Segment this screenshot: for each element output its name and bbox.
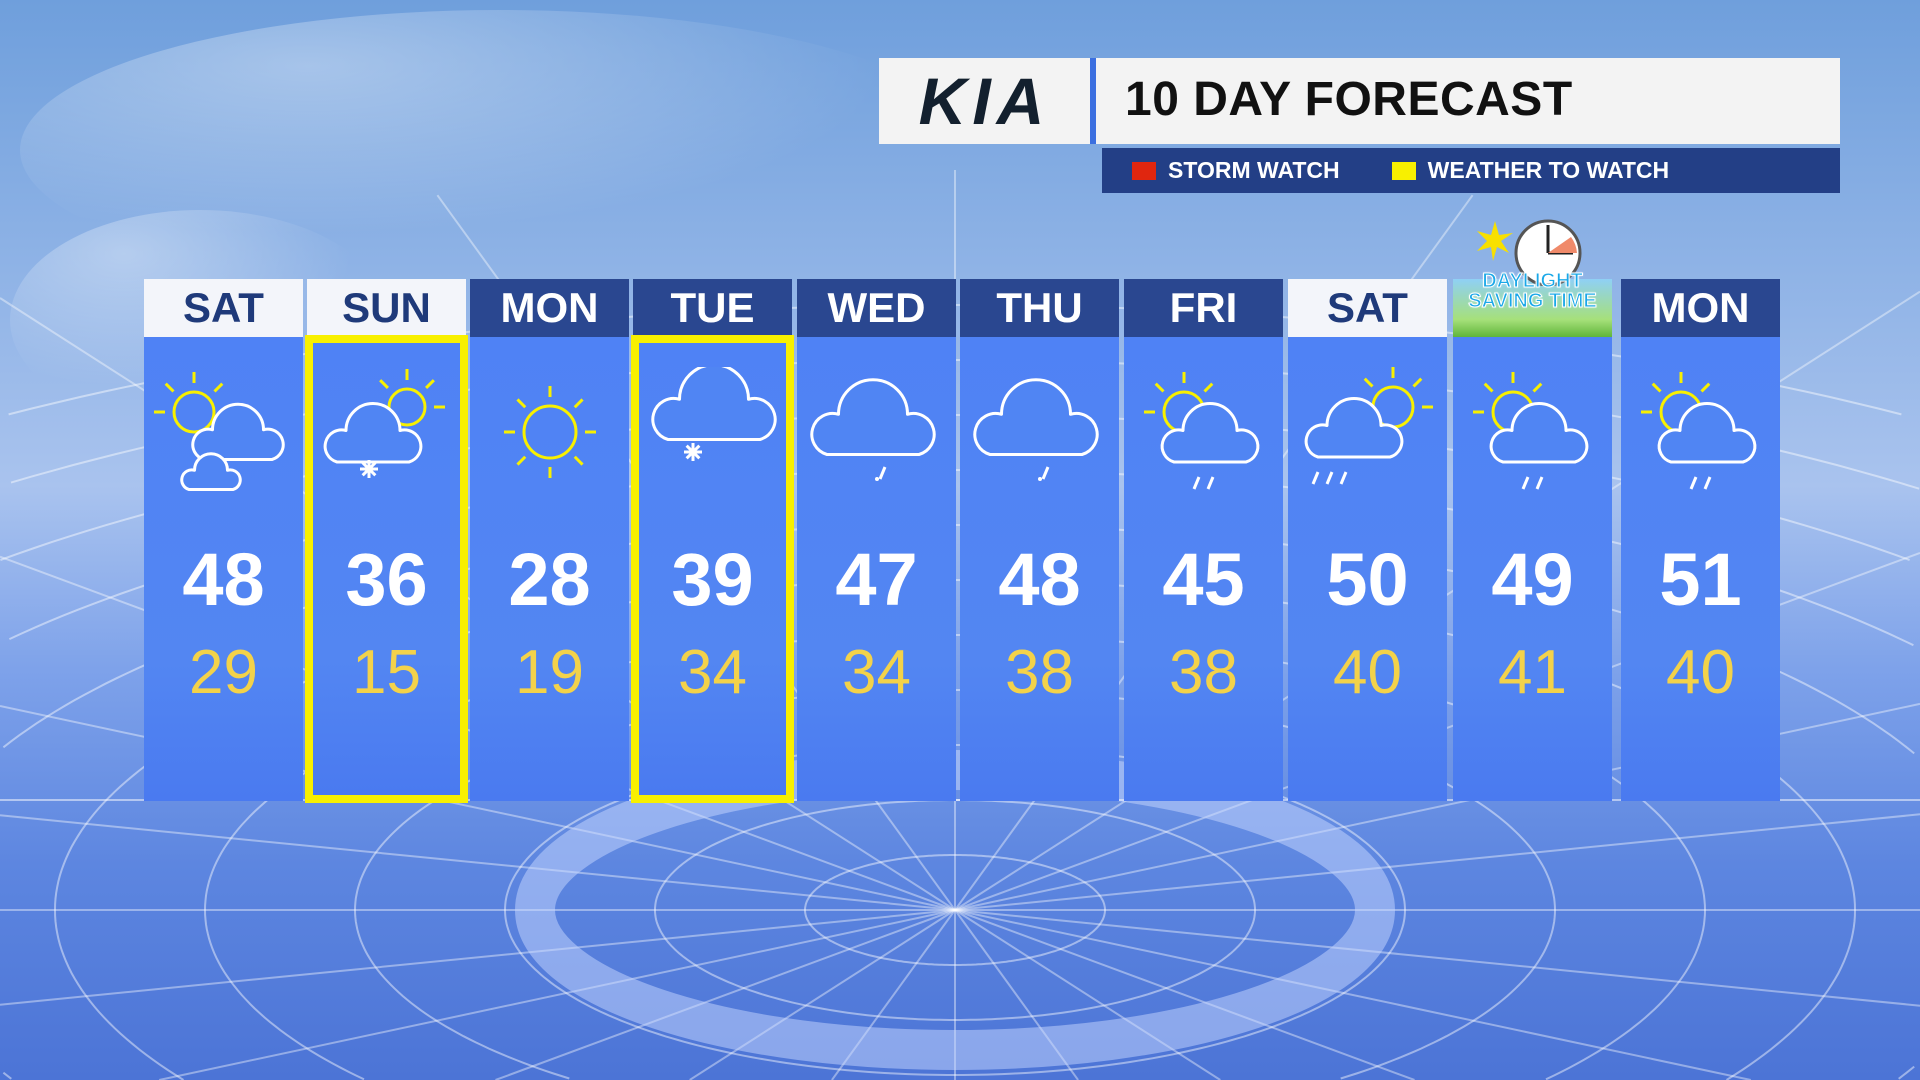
legend-weather-to-watch: WEATHER TO WATCH — [1391, 157, 1670, 184]
day-body: 50 40 — [1288, 337, 1447, 801]
partly-cloudy-snow-icon — [323, 369, 445, 478]
weather-to-watch-highlight: 36 15 — [305, 335, 468, 803]
low-temp: 41 — [1498, 638, 1567, 707]
forecast-day-column: SUN 36 15 — [305, 279, 468, 803]
day-header: MON — [1621, 279, 1780, 337]
red-swatch-icon — [1132, 161, 1156, 180]
low-temp: 38 — [1005, 638, 1074, 707]
forecast-day-column: MON 51 40 — [1621, 279, 1780, 801]
low-temp: 40 — [1333, 638, 1402, 707]
day-body: 48 38 — [960, 337, 1119, 801]
legend-label: STORM WATCH — [1168, 157, 1340, 183]
day-body: 28 19 — [470, 337, 629, 801]
legend-label: WEATHER TO WATCH — [1427, 157, 1670, 183]
yellow-swatch-icon — [1391, 161, 1416, 180]
weather-to-watch-highlight: 39 34 — [631, 335, 794, 803]
sunny-icon — [504, 386, 596, 478]
day-body: 45 38 — [1124, 337, 1283, 801]
forecast-day-column: DAYLIGHT SAVING TIME 49 41 — [1453, 219, 1612, 801]
day-header: SAT — [144, 279, 303, 337]
high-temp: 48 — [998, 538, 1081, 621]
forecast-day-column: MON 28 19 — [470, 279, 629, 801]
high-temp: 28 — [508, 538, 591, 621]
brand-logo-text: KIA — [918, 64, 1051, 138]
day-body: 49 41 — [1453, 337, 1612, 801]
forecast-day-column: THU 48 38 — [960, 279, 1119, 801]
high-temp: 39 — [671, 538, 754, 621]
day-body: 48 29 — [144, 337, 303, 801]
legend: STORM WATCH WEATHER TO WATCH — [1102, 148, 1840, 193]
daylight-saving-time-label: DAYLIGHT SAVING TIME — [1468, 270, 1598, 312]
high-temp: 51 — [1659, 538, 1742, 621]
forecast-day-column: WED 47 34 — [797, 279, 956, 801]
partly-cloudy-icon — [154, 372, 285, 491]
low-temp: 15 — [352, 638, 421, 707]
partly-cloudy-showers-icon — [1304, 367, 1433, 485]
high-temp: 48 — [182, 538, 265, 621]
high-temp: 50 — [1326, 538, 1409, 621]
day-body: 51 40 — [1621, 337, 1780, 801]
low-temp: 29 — [189, 638, 258, 707]
low-temp: 38 — [1169, 638, 1238, 707]
page-title: 10 DAY FORECAST — [1125, 73, 1573, 126]
cloudy-drizzle-icon — [810, 378, 936, 481]
day-header: MON — [470, 279, 629, 337]
low-temp: 34 — [842, 638, 911, 707]
forecast-day-column: SAT 50 40 — [1288, 279, 1447, 801]
forecast-day-column: SAT 48 29 — [144, 279, 303, 801]
high-temp: 47 — [835, 538, 918, 621]
partly-cloudy-rain-icon — [1473, 372, 1589, 490]
legend-storm-watch: STORM WATCH — [1132, 157, 1340, 184]
kia-logo: KIA — [879, 58, 1096, 144]
day-header: SAT — [1288, 279, 1447, 337]
day-header: SUN — [307, 279, 466, 337]
cloudy-snow-icon — [651, 367, 777, 461]
day-header: THU — [960, 279, 1119, 337]
partly-cloudy-rain-icon — [1641, 372, 1757, 490]
day-header: FRI — [1124, 279, 1283, 337]
title-banner: KIA 10 DAY FORECAST — [879, 58, 1840, 144]
forecast-day-column: FRI 45 38 — [1124, 279, 1283, 801]
high-temp: 36 — [345, 538, 428, 621]
high-temp: 49 — [1491, 538, 1574, 621]
high-temp: 45 — [1162, 538, 1245, 621]
cloudy-drizzle-icon — [973, 378, 1099, 481]
forecast-day-column: TUE 39 34 — [631, 279, 794, 803]
partly-cloudy-rain-icon — [1144, 372, 1260, 490]
low-temp: 34 — [678, 638, 747, 707]
day-header: WED — [797, 279, 956, 337]
clock-sun-icon — [1477, 219, 1582, 286]
day-header: DAYLIGHT SAVING TIME — [1453, 219, 1612, 337]
low-temp: 19 — [515, 638, 584, 707]
low-temp: 40 — [1666, 638, 1735, 707]
day-header: TUE — [633, 279, 792, 337]
day-body: 47 34 — [797, 337, 956, 801]
